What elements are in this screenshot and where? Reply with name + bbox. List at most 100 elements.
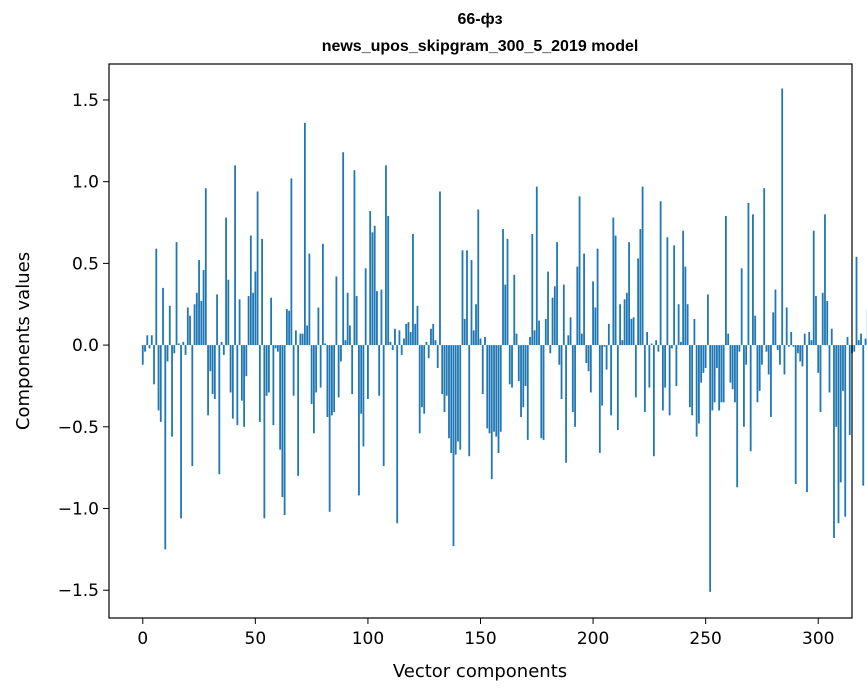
bar — [391, 345, 394, 350]
bar — [193, 304, 196, 346]
bar-series — [141, 88, 867, 592]
bar — [772, 312, 775, 346]
bar — [225, 217, 227, 346]
bar — [353, 170, 356, 346]
bar — [560, 345, 563, 400]
bar — [209, 345, 212, 372]
bar — [770, 345, 772, 417]
bar — [407, 322, 410, 346]
x-tick-label: 200 — [577, 629, 609, 649]
x-tick-label: 100 — [352, 629, 384, 649]
bar — [490, 345, 493, 480]
bar — [691, 345, 694, 416]
bar — [184, 345, 187, 355]
bar — [387, 215, 390, 346]
bar — [815, 296, 817, 346]
bar — [378, 345, 381, 396]
bar — [457, 345, 459, 442]
bar — [517, 345, 520, 382]
bar — [544, 318, 547, 346]
x-tick-label: 300 — [802, 629, 834, 649]
bar — [319, 345, 322, 388]
bar — [486, 345, 489, 429]
bar — [364, 268, 367, 346]
bar — [301, 333, 304, 346]
bar — [817, 345, 820, 373]
bar — [414, 323, 417, 346]
bar — [745, 345, 748, 365]
bar — [763, 188, 766, 346]
bar — [466, 250, 468, 346]
bar — [682, 230, 685, 346]
bar — [283, 345, 286, 516]
bar — [828, 345, 831, 393]
bar — [720, 345, 723, 403]
bar — [155, 248, 158, 346]
bar — [808, 332, 811, 346]
bar — [254, 271, 257, 346]
bar — [168, 305, 171, 346]
bar — [468, 345, 471, 457]
bar — [369, 211, 372, 346]
bar — [603, 345, 606, 347]
bar — [459, 345, 462, 450]
bar — [220, 341, 223, 346]
bar — [752, 214, 754, 346]
bar — [524, 345, 527, 386]
bar — [333, 345, 336, 413]
bar — [540, 345, 543, 439]
bar — [173, 345, 176, 354]
bar — [436, 345, 439, 368]
bar — [862, 345, 865, 486]
bar — [405, 323, 408, 346]
x-tick-label: 250 — [689, 629, 721, 649]
bar — [213, 345, 216, 400]
bar — [376, 291, 378, 346]
bar — [326, 345, 329, 417]
y-tick-label: −0.5 — [58, 418, 99, 438]
bar — [423, 345, 426, 414]
bar — [258, 345, 261, 422]
bar — [860, 333, 862, 346]
bar — [616, 345, 619, 431]
bar — [743, 345, 745, 427]
bar — [722, 345, 725, 403]
bar — [646, 332, 649, 346]
bar — [648, 345, 651, 388]
bar — [758, 345, 761, 391]
bar — [191, 345, 194, 467]
bar — [297, 345, 300, 476]
bar — [166, 345, 169, 362]
bar — [479, 338, 482, 346]
bar — [666, 237, 669, 346]
bar — [700, 345, 703, 383]
bar — [463, 318, 466, 346]
bar — [432, 323, 435, 346]
bar — [587, 345, 590, 372]
bar — [409, 332, 412, 346]
bar — [835, 345, 838, 427]
bar — [321, 243, 324, 346]
x-tick-label: 0 — [137, 629, 148, 649]
bar — [558, 345, 561, 365]
bar — [247, 296, 250, 346]
bar — [637, 258, 640, 346]
bar — [693, 318, 696, 346]
bar — [707, 294, 709, 346]
bar — [448, 345, 450, 439]
bar — [267, 345, 270, 393]
bar — [272, 345, 275, 426]
bar — [240, 345, 243, 401]
bar — [797, 345, 799, 354]
bar — [864, 338, 867, 346]
bar — [186, 307, 189, 346]
bar — [182, 341, 185, 346]
bar — [529, 336, 531, 346]
bar — [441, 345, 444, 395]
y-tick-label: 0.0 — [72, 336, 99, 356]
bar — [855, 256, 858, 346]
bar — [794, 345, 797, 484]
bar — [842, 345, 844, 391]
x-axis: 0 50 100 150 200 250 300 — [137, 618, 834, 649]
bar — [806, 345, 808, 493]
